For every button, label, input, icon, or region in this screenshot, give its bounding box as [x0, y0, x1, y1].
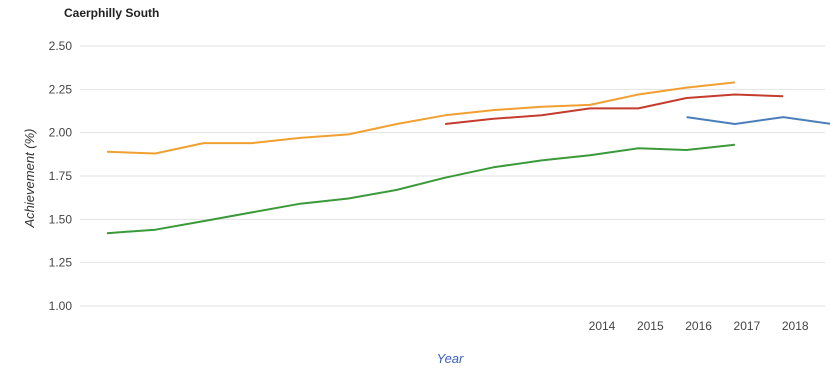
y-tick-labels: 1.00 1.25 1.50 1.75 2.00 2.25 2.50: [49, 39, 73, 313]
series-line-4: [106, 143, 736, 235]
chart-title: Caerphilly South: [64, 6, 160, 20]
x-axis-title: Year: [437, 351, 464, 366]
y-tick-label: 1.50: [49, 212, 73, 226]
y-tick-label: 2.50: [49, 39, 73, 53]
x-tick-labels: 2014 2015 2016 2017 2018: [589, 319, 809, 333]
x-tick-label: 2016: [685, 319, 712, 333]
x-tick-label: 2017: [734, 319, 761, 333]
x-tick-label: 2018: [782, 319, 809, 333]
x-tick-label: 2015: [637, 319, 664, 333]
y-tick-label: 1.00: [49, 299, 73, 313]
series-line-2: [444, 93, 784, 125]
y-tick-label: 1.25: [49, 256, 73, 270]
series-line-1: [686, 116, 830, 125]
y-axis-title: Achievement (%): [22, 129, 37, 229]
series-lines: [106, 81, 830, 235]
series-line-3: [106, 81, 736, 155]
y-tick-label: 2.00: [49, 126, 73, 140]
y-tick-label: 2.25: [49, 82, 73, 96]
x-tick-label: 2014: [589, 319, 616, 333]
y-tick-label: 1.75: [49, 169, 73, 183]
